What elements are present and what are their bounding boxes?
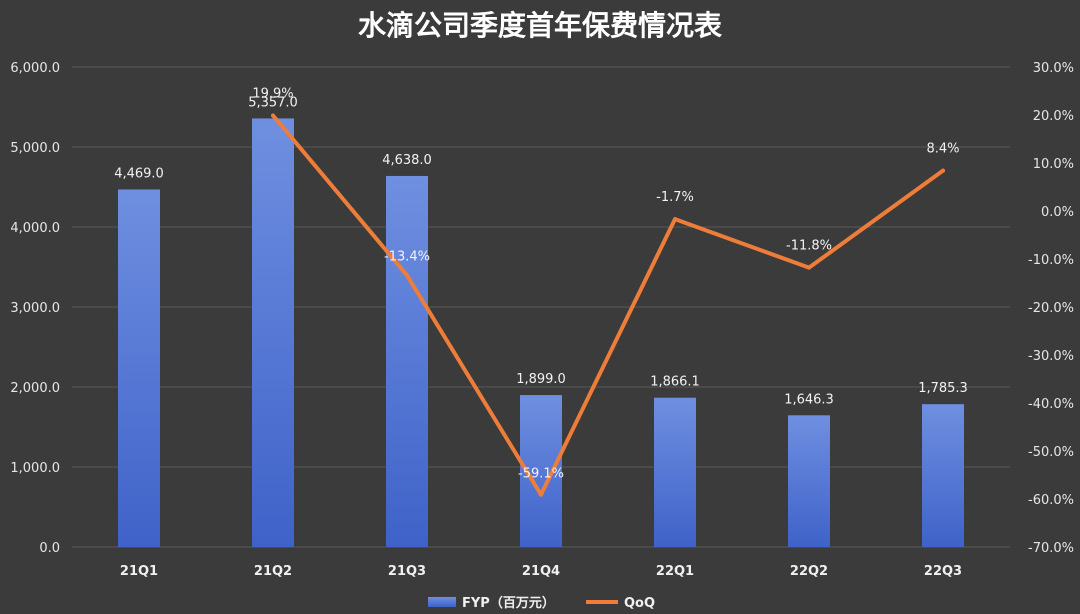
bar-data-label: 1,899.0: [516, 372, 566, 387]
y-left-tick-label: 5,000.0: [10, 141, 60, 156]
legend: FYP（百万元） QoQ: [428, 595, 655, 611]
y-left-tick-label: 4,000.0: [10, 221, 60, 236]
bar-fyp: [788, 415, 830, 547]
data-labels: 4,469.0 5,357.0 4,638.0 1,899.0 1,866.1 1,646…: [114, 86, 968, 481]
y-right-tick-label: 0.0%: [1041, 205, 1074, 220]
y-left-tick-label: 0.0: [39, 541, 60, 556]
point-qoq: [673, 217, 677, 222]
bar-data-label: 1,785.3: [918, 381, 968, 396]
bar-fyp: [922, 404, 964, 547]
point-qoq: [539, 492, 543, 497]
y-right-tick-label: -20.0%: [1028, 301, 1074, 316]
x-tick-label: 22Q1: [656, 564, 694, 579]
y-left-tick-label: 3,000.0: [10, 301, 60, 316]
x-tick-label: 21Q3: [388, 564, 426, 579]
y-right-tick-label: -30.0%: [1028, 349, 1074, 364]
bar-data-label: 5,357.0: [248, 95, 298, 110]
line-data-label: -59.1%: [518, 467, 564, 482]
line-data-label: -11.8%: [786, 239, 832, 254]
line-data-label: 19.9%: [252, 86, 293, 101]
point-qoq: [941, 168, 945, 173]
bar-data-label: 4,469.0: [114, 166, 164, 181]
y-right-tick-label: 10.0%: [1033, 157, 1074, 172]
bar-data-label: 4,638.0: [382, 153, 432, 168]
point-qoq: [405, 273, 409, 278]
point-qoq: [271, 113, 275, 118]
y-right-tick-label: 20.0%: [1033, 109, 1074, 124]
y-right-tick-label: -60.0%: [1028, 493, 1074, 508]
y-left-tick-label: 2,000.0: [10, 381, 60, 396]
line-series: [271, 113, 945, 497]
x-tick-label: 22Q3: [924, 564, 962, 579]
line-data-label: -1.7%: [656, 190, 694, 205]
bar-fyp: [654, 397, 696, 547]
bar-data-label: 1,646.3: [784, 392, 834, 407]
line-qoq: [271, 113, 945, 497]
bar-fyp: [386, 175, 428, 547]
y-left-tick-label: 1,000.0: [10, 461, 60, 476]
x-tick-label: 21Q2: [254, 564, 292, 579]
axes: 0.0 1,000.0 2,000.0 3,000.0 4,000.0 5,000.0 6,…: [10, 61, 1074, 579]
line-data-label: 8.4%: [926, 142, 959, 157]
x-tick-label: 22Q2: [790, 564, 828, 579]
bar-fyp: [118, 189, 160, 548]
point-qoq: [807, 265, 811, 270]
bar-series: [118, 118, 964, 548]
bar-fyp: [252, 118, 294, 547]
x-tick-label: 21Q4: [522, 564, 560, 579]
x-tick-label: 21Q1: [120, 564, 158, 579]
y-right-tick-label: 30.0%: [1033, 61, 1074, 76]
y-right-tick-label: -50.0%: [1028, 445, 1074, 460]
gridlines: [72, 66, 1010, 548]
line-data-label: -13.4%: [384, 249, 430, 264]
y-right-tick-label: -40.0%: [1028, 397, 1074, 412]
legend-label-qoq: QoQ: [624, 596, 655, 611]
bar-data-label: 1,866.1: [650, 375, 700, 390]
y-left-tick-label: 6,000.0: [10, 61, 60, 76]
legend-label-fyp: FYP（百万元）: [462, 595, 555, 611]
legend-swatch-fyp: [428, 597, 456, 607]
chart-title: 水滴公司季度首年保费情况表: [358, 9, 722, 42]
y-right-tick-label: -70.0%: [1028, 541, 1074, 556]
y-right-tick-label: -10.0%: [1028, 253, 1074, 268]
